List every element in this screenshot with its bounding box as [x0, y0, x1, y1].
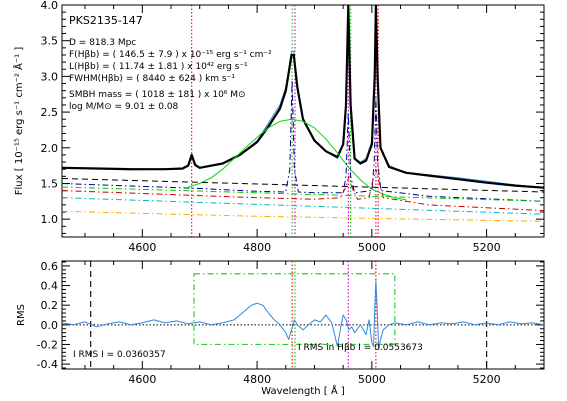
spectrum-ytick-label: 2.5	[41, 106, 59, 119]
rms-hbeta-window	[193, 273, 396, 346]
spectrum-xtick-label: 5000	[358, 241, 386, 254]
rms-series-0	[62, 280, 544, 350]
rms-xtick-label: 4800	[243, 373, 271, 386]
object-name: PKS2135-147	[69, 14, 143, 27]
spectrum-tick-labels: 4600 4800 5000 5200 1.0 1.5 2.0 2.5 3.0 3.5 4.0	[41, 0, 501, 254]
annotation-log-mass: log M/M⊙ = 9.01 ± 0.08	[69, 102, 179, 112]
spectrum-ytick-label: 1.5	[41, 177, 59, 190]
rms-ytick-label: 0.0	[41, 319, 59, 332]
spectrum-panel: 4600 4800 5000 5200 1.0 1.5 2.0 2.5 3.0 3.5 4.0 PK…	[12, 0, 545, 254]
annotation-distance: D = 818.3 Mpc	[69, 38, 136, 48]
rms-xtick-label: 5000	[358, 373, 386, 386]
spectrum-series-6	[62, 186, 544, 202]
rms-ytick-label: 0.6	[41, 260, 59, 273]
rms-xtick-label: 4600	[128, 373, 156, 386]
spectrum-plot-frame	[61, 4, 545, 238]
rms-tick-labels: 4600 4800 5000 5200 -0.4 -0.2 0.0 0.2 0.4 0.6	[37, 260, 501, 386]
rms-ytick-label: 0.2	[41, 299, 59, 312]
spectrum-xtick-label: 5200	[473, 241, 501, 254]
rms-plot-frame	[61, 260, 545, 370]
spectrum-series-3	[62, 178, 544, 193]
spectrum-series-8	[62, 210, 544, 222]
rms-series	[62, 280, 544, 350]
rms-ytick-label: -0.4	[37, 358, 58, 371]
rms-total-label: I RMS I = 0.0360357	[73, 350, 166, 360]
spectrum-series-2	[188, 118, 407, 201]
spectrum-xtick-label: 4800	[243, 241, 271, 254]
flux-axis-label: Flux [ 10⁻¹⁵ erg s⁻¹ cm⁻² Å⁻¹ ]	[12, 47, 25, 196]
spectrum-ytick-label: 1.0	[41, 213, 59, 226]
spectrum-ytick-label: 3.0	[41, 70, 59, 83]
spectrum-ytick-label: 2.0	[41, 142, 59, 155]
spectrum-ticks	[62, 4, 545, 237]
spectrum-ytick-label: 4.0	[41, 0, 59, 12]
rms-axis-label: RMS	[16, 304, 27, 326]
rms-hbeta-label: I RMS in Hβb I = 0.0553673	[298, 343, 423, 353]
rms-xtick-label: 5200	[473, 373, 501, 386]
spectrum-series	[62, 5, 544, 222]
spectrum-series-5	[62, 168, 544, 212]
spectrum-series-1	[62, 5, 544, 189]
rms-reference-lines	[62, 261, 544, 369]
wavelength-axis-label: Wavelength [ Å ]	[261, 384, 345, 397]
annotation-fwhm: FWHM(Hβb) = ( 8440 ± 624 ) km s⁻¹	[69, 74, 235, 84]
rms-ytick-label: -0.2	[37, 338, 58, 351]
spectrum-ytick-label: 3.5	[41, 35, 59, 48]
annotation-flux: F(Hβb) = ( 146.5 ± 7.9 ) x 10⁻¹⁵ erg s⁻¹…	[69, 50, 272, 60]
spectrum-series-4	[62, 79, 544, 202]
rms-panel: 4600 4800 5000 5200 -0.4 -0.2 0.0 0.2 0.4 0.6 I R…	[16, 260, 545, 397]
spectrum-series-7	[62, 197, 544, 215]
annotation-smbh-mass: SMBH mass = ( 1018 ± 181 ) x 10⁶ M⊙	[69, 90, 246, 100]
annotation-luminosity: L(Hβb) = ( 11.74 ± 1.81 ) x 10⁴² erg s⁻¹	[69, 62, 248, 72]
rms-ticks	[62, 261, 545, 369]
spectrum-xtick-label: 4600	[128, 241, 156, 254]
rms-ytick-label: 0.4	[41, 280, 59, 293]
